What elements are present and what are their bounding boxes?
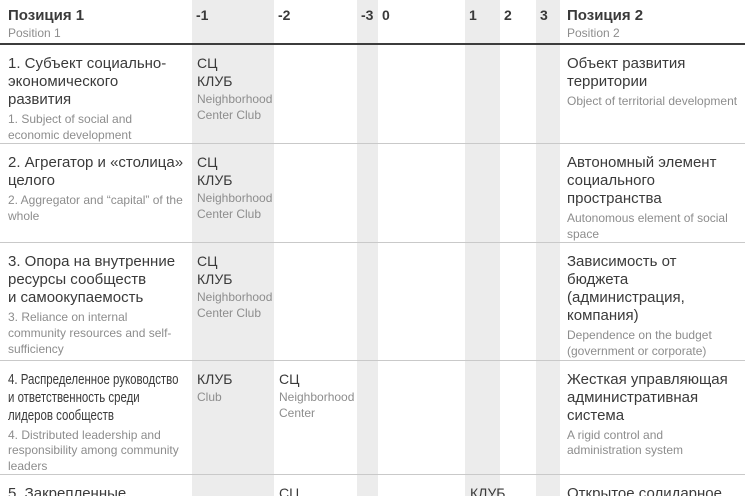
scale-cell-minus1: СЦ КЛУБ Neighborhood Center Club — [192, 45, 274, 143]
row-title-en: 4. Distributed leadership and responsibi… — [8, 427, 179, 473]
header-scale-minus2: -2 — [278, 7, 291, 23]
column-stripe-minus1 — [192, 0, 274, 496]
position-1-cell: 3. Опора на внутренние ресурсы сообществ… — [0, 243, 192, 359]
cell-label-ru: СЦ — [279, 485, 300, 496]
cell-label-ru: КЛУБ — [470, 485, 506, 496]
header-position-2-subtitle: Position 2 — [567, 26, 620, 41]
cell-label-ru: СЦ КЛУБ — [197, 154, 233, 188]
row-title-en: Autonomous element of social space — [567, 211, 728, 241]
header-scale-plus2: 2 — [504, 7, 512, 23]
cell-label-en: Neighborhood Center Club — [197, 92, 273, 122]
row-title-en: Object of territorial development — [567, 94, 738, 108]
row-title-en: 3. Reliance on internal community resour… — [8, 310, 172, 356]
row-title-en: 2. Aggregator and “capital” of the whole — [8, 193, 183, 223]
table-row: 2. Агрегатор и «столица» целого 2. Aggre… — [0, 143, 745, 242]
cell-label-ru: СЦ — [279, 370, 300, 387]
table-row: 3. Опора на внутренние ресурсы сообществ… — [0, 242, 745, 359]
table-row: 4. Распределенное руководство и ответств… — [0, 359, 745, 475]
header-scale-minus1: -1 — [196, 7, 209, 23]
header-position-2-title: Позиция 2 — [567, 7, 644, 24]
position-2-cell: Открытое солидарное сообщество жителей и… — [560, 475, 745, 496]
table-row: 5. Закрепленные статусы членства или або… — [0, 474, 745, 496]
scale-cell-minus2: СЦ Neighborhood Center — [274, 475, 357, 496]
cell-label-en: Neighborhood Center — [279, 390, 355, 420]
row-title-ru: 1. Субъект социально-экономического разв… — [8, 55, 167, 108]
scale-cell-plus1: КЛУБ Club — [465, 475, 506, 496]
position-1-cell: 4. Распределенное руководство и ответств… — [0, 361, 192, 475]
cell-label-en: Club — [197, 390, 222, 405]
scale-cell-minus1: СЦ КЛУБ Neighborhood Center Club — [192, 243, 274, 359]
position-2-cell: Автономный элемент социального пространс… — [560, 144, 745, 242]
position-2-cell: Объект развития территории Object of ter… — [560, 45, 745, 143]
header-position-1-title: Позиция 1 — [8, 7, 85, 24]
cell-label-ru: КЛУБ — [197, 370, 233, 387]
cell-label-ru: СЦ КЛУБ — [197, 55, 233, 89]
scale-cell-minus1: СЦ КЛУБ Neighborhood Center Club — [192, 144, 274, 242]
position-2-cell: Зависимость от бюджета (администрация, к… — [560, 243, 745, 359]
row-title-ru: Открытое солидарное сообщество жителей и… — [567, 485, 722, 496]
table-header-row: Позиция 1 Position 1 -1 -2 -3 0 1 2 3 По… — [0, 0, 745, 45]
row-title-ru: 3. Опора на внутренние ресурсы сообществ… — [8, 253, 176, 307]
header-scale-plus1: 1 — [469, 7, 477, 23]
header-scale-minus3: -3 — [361, 7, 374, 23]
position-1-cell: 2. Агрегатор и «столица» целого 2. Aggre… — [0, 144, 192, 242]
cell-label-en: Neighborhood Center Club — [197, 290, 273, 320]
position-2-cell: Жесткая управляющая административная сис… — [560, 361, 745, 475]
position-1-cell: 1. Субъект социально-экономического разв… — [0, 45, 192, 143]
column-stripe-plus3 — [536, 0, 560, 496]
row-title-ru: Объект развития территории — [567, 55, 686, 90]
header-scale-zero: 0 — [382, 7, 390, 23]
row-title-en: A rigid control and administration syste… — [567, 427, 684, 458]
row-title-ru: Жесткая управляющая административная сис… — [567, 370, 728, 424]
row-title-ru: 5. Закрепленные статусы членства или або… — [8, 485, 127, 496]
cell-label-ru: СЦ КЛУБ — [197, 253, 233, 287]
header-position-1-subtitle: Position 1 — [8, 26, 61, 41]
header-scale-plus3: 3 — [540, 7, 548, 23]
table-row: 1. Субъект социально-экономического разв… — [0, 45, 745, 143]
row-title-ru: Автономный элемент социального пространс… — [567, 154, 717, 208]
position-1-cell: 5. Закрепленные статусы членства или або… — [0, 475, 192, 496]
column-stripe-plus1 — [465, 0, 500, 496]
row-title-ru: 2. Агрегатор и «столица» целого — [8, 154, 184, 190]
header-position-1: Позиция 1 Position 1 — [0, 0, 192, 43]
column-stripe-minus3 — [357, 0, 378, 496]
scale-cell-minus2: СЦ Neighborhood Center — [274, 361, 357, 475]
header-position-2: Позиция 2 Position 2 — [560, 0, 745, 43]
row-title-ru: Зависимость от бюджета (администрация, к… — [567, 253, 685, 325]
scale-cell-minus1: КЛУБ Club — [192, 361, 274, 475]
cell-label-en: Neighborhood Center Club — [197, 191, 273, 221]
row-title-en: Dependence on the budget (government or … — [567, 328, 712, 358]
row-title-en: 1. Subject of social and economic develo… — [8, 112, 133, 142]
row-title-ru: 4. Распределенное руководство и ответств… — [8, 370, 179, 424]
